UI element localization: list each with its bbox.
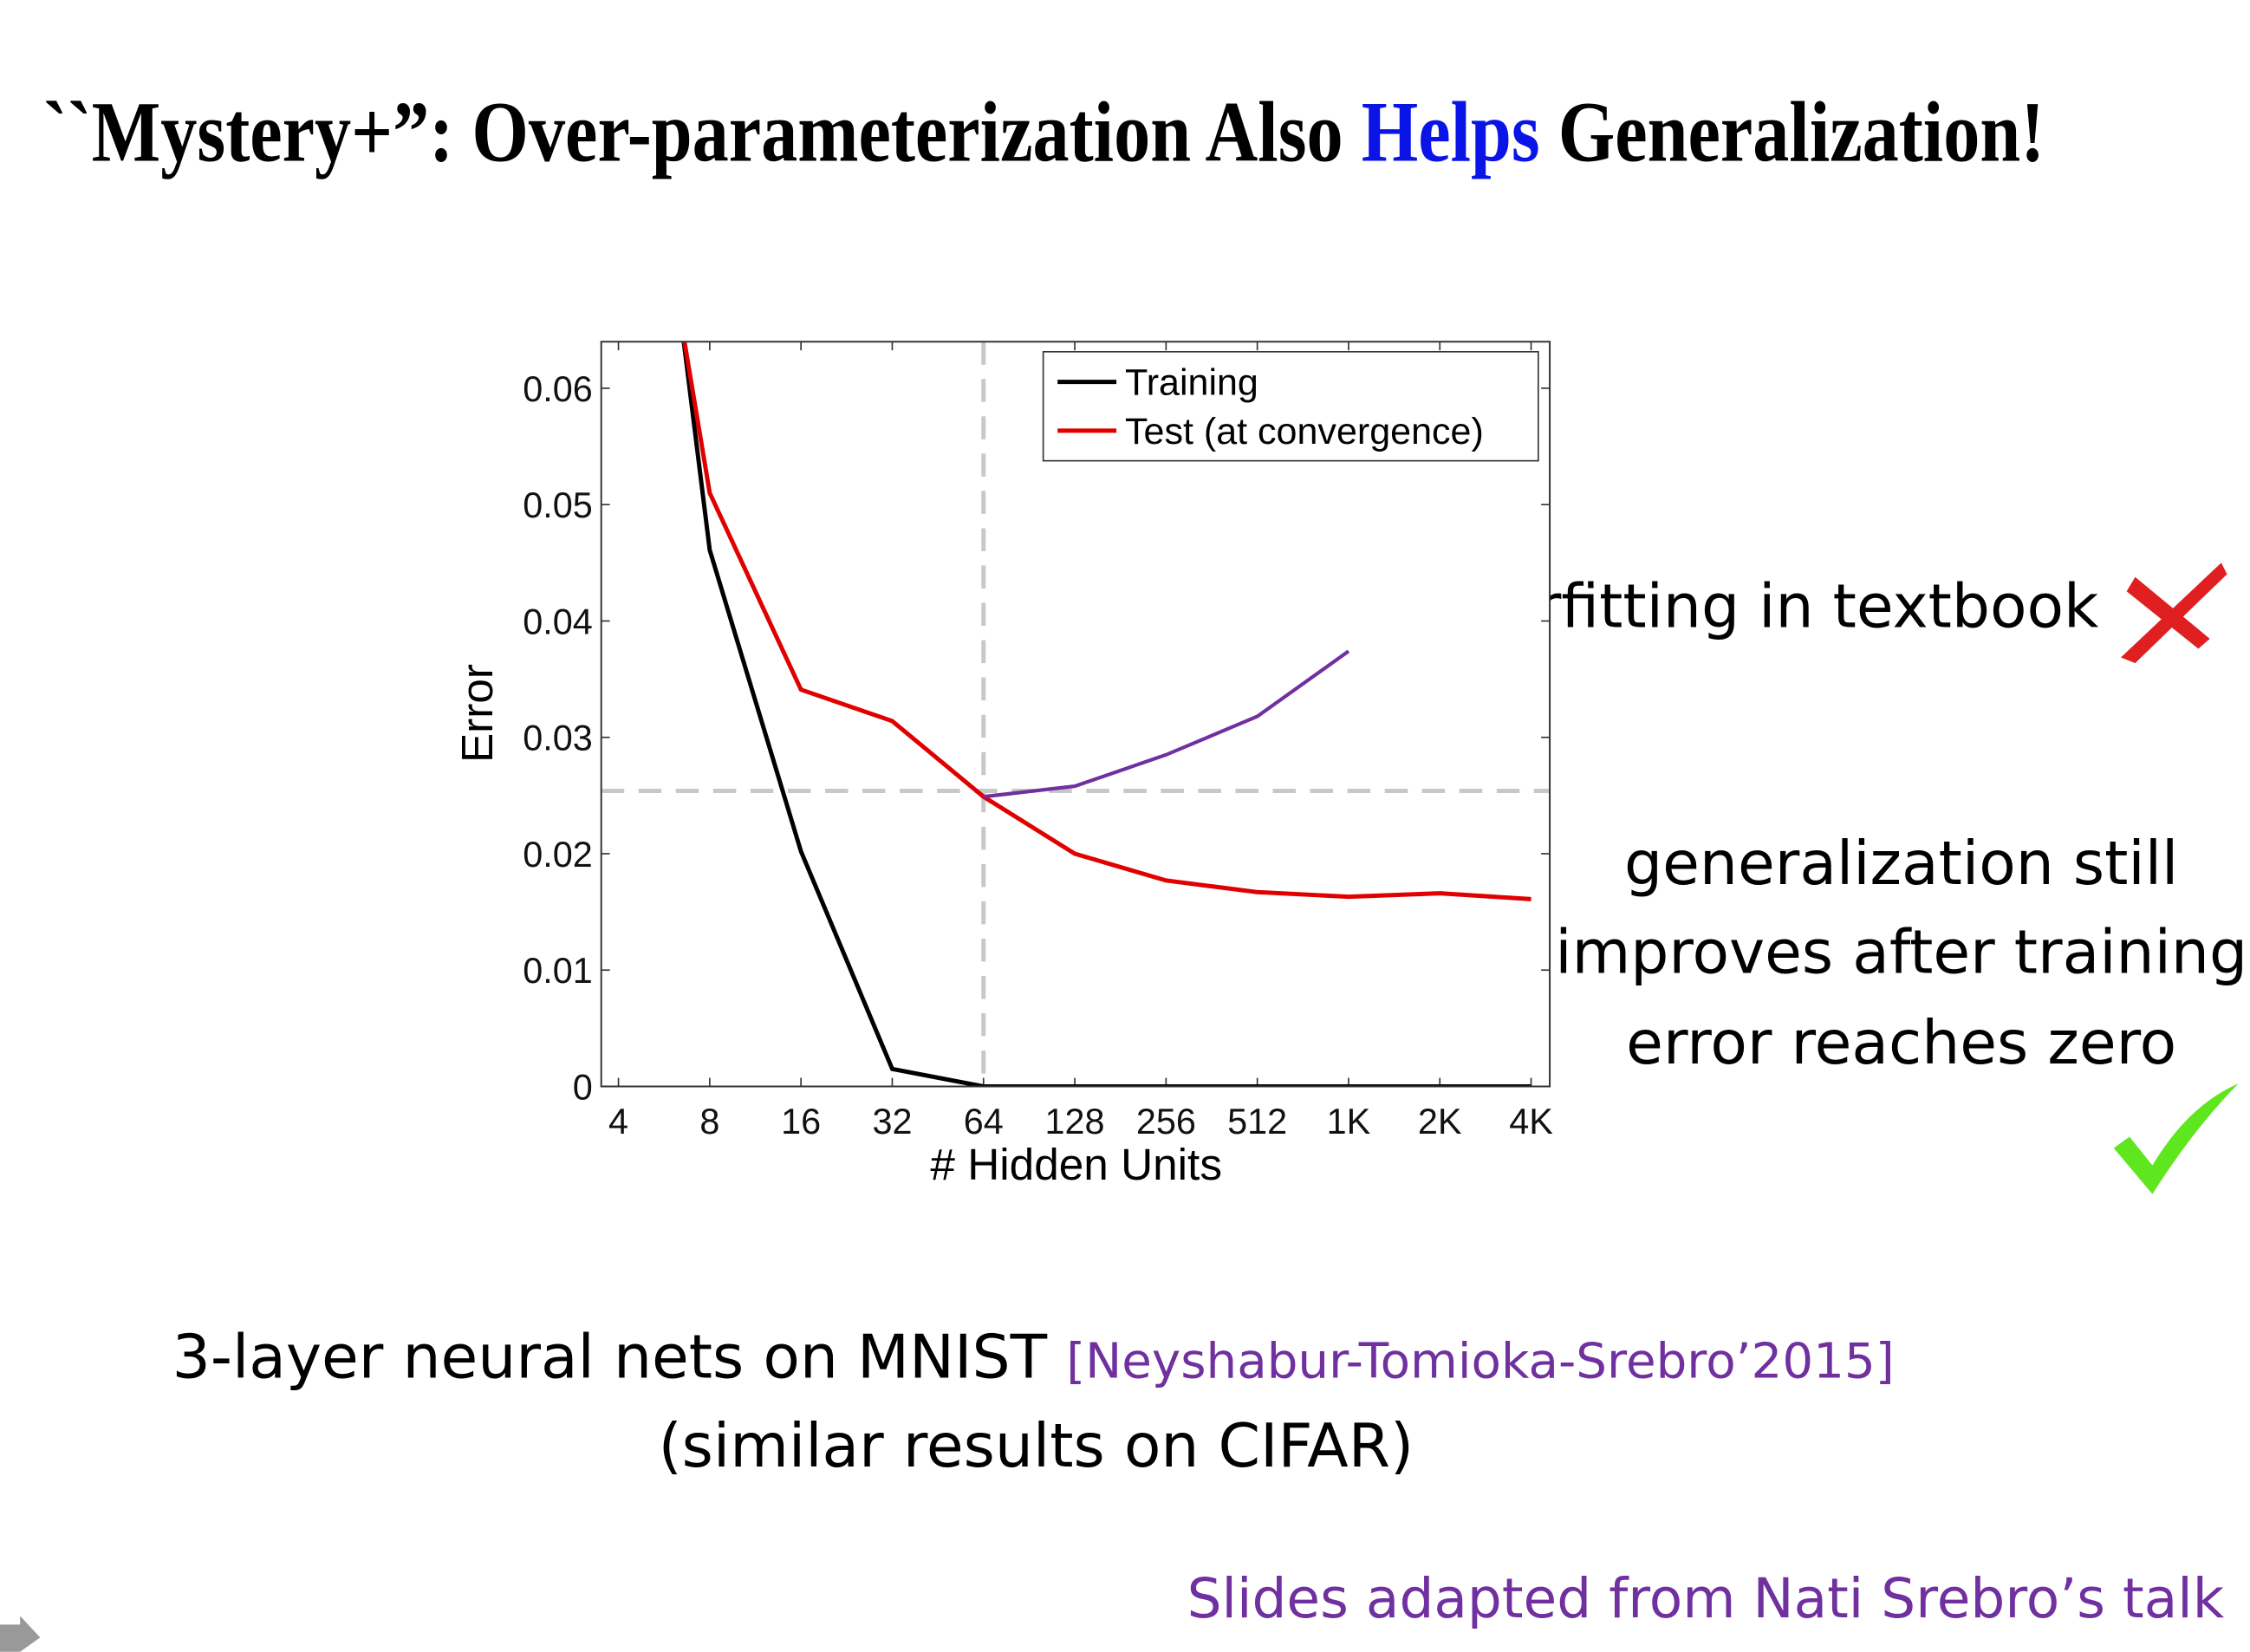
note-line: generalization still <box>1624 829 2178 899</box>
y-tick-label: 0.04 <box>523 602 593 641</box>
x-tick-label: 64 <box>964 1102 1004 1141</box>
x-tick-label: 2K <box>1418 1102 1462 1141</box>
caption-main: 3-layer neural nets on MNIST <box>172 1323 1067 1393</box>
x-tick-label: 16 <box>781 1102 821 1141</box>
caption: 3-layer neural nets on MNIST [Neyshabur-… <box>172 1323 1895 1393</box>
legend-label: Test (at convergence) <box>1125 411 1484 452</box>
x-tick-label: 512 <box>1227 1102 1287 1141</box>
y-tick-label: 0.06 <box>523 369 593 409</box>
x-tick-label: 32 <box>872 1102 912 1141</box>
y-tick-label: 0.01 <box>523 951 593 991</box>
plot-frame <box>600 341 1551 1088</box>
x-axis-label: # Hidden Units <box>930 1140 1222 1189</box>
slide-title: ``Mystery+”: Over-parameterization Also … <box>43 85 2045 180</box>
legend-box <box>1042 350 1539 462</box>
cross-icon <box>2120 563 2227 664</box>
check-icon <box>2113 1083 2239 1194</box>
title-part: ``Mystery+”: Over-parameterization Also <box>43 85 1362 180</box>
x-tick-label: 128 <box>1045 1102 1105 1141</box>
y-axis-label: Error <box>452 664 502 763</box>
series-line <box>682 341 1531 901</box>
y-tick-label: 0 <box>573 1067 593 1107</box>
x-tick-label: 4 <box>608 1102 628 1141</box>
note-line: improves after training <box>1555 918 2247 988</box>
legend-label: Training <box>1125 361 1258 403</box>
caption-second: (similar results on CIFAR) <box>659 1411 1414 1481</box>
chart: 0 0.01 0.02 0.03 0.04 0.05 0.06 4 8 16 32 64 128 256 5… <box>452 341 1553 1189</box>
caption-reference: [Neyshabur-Tomioka-Srebro’2015] <box>1066 1334 1894 1390</box>
title-part: Generalization! <box>1540 85 2045 180</box>
nav-arrow <box>0 1616 41 1652</box>
x-tick-label: 4K <box>1509 1102 1553 1141</box>
note-line: error reaches zero <box>1626 1008 2176 1078</box>
series-line <box>681 341 1531 1087</box>
x-tick-label: 256 <box>1136 1102 1196 1141</box>
y-tick-label: 0.03 <box>523 719 593 758</box>
x-tick-label: 1K <box>1327 1102 1371 1141</box>
credit: Slides adapted from Nati Srebro’s talk <box>1187 1567 2225 1630</box>
x-tick-label: 8 <box>699 1102 719 1141</box>
annotation-line <box>983 649 1350 799</box>
y-tick-label: 0.05 <box>523 485 593 525</box>
title-highlight: Helps <box>1362 85 1540 180</box>
y-tick-label: 0.02 <box>523 835 593 875</box>
